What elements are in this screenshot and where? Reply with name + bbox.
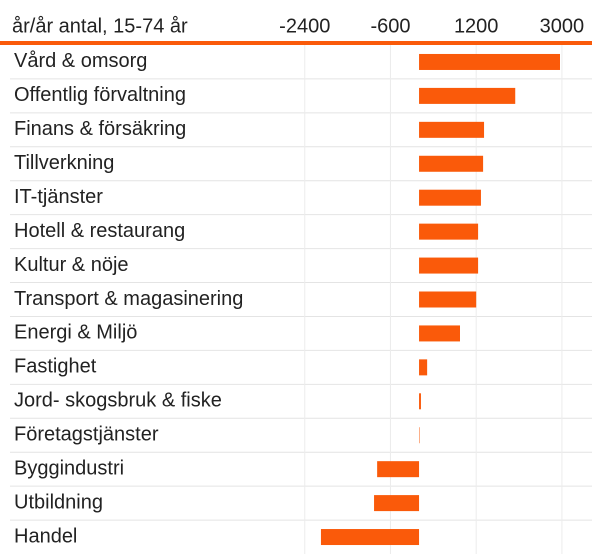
category-label: Energi & Miljö: [14, 322, 137, 344]
category-label: Utbildning: [14, 491, 103, 513]
bar: [419, 393, 421, 410]
bar: [374, 495, 420, 512]
category-label: Fastighet: [14, 356, 97, 378]
header-rule: [0, 41, 592, 45]
bar: [419, 155, 484, 172]
bar: [419, 291, 477, 308]
category-label: Offentlig förvaltning: [14, 84, 186, 106]
bar: [377, 461, 420, 478]
category-label: Handel: [14, 525, 77, 547]
bar: [419, 87, 516, 104]
category-label: Finans & försäkring: [14, 118, 186, 140]
bar: [419, 257, 479, 274]
category-label: Företagstjänster: [14, 424, 159, 446]
x-tick-label: 1200: [454, 15, 499, 37]
category-label: Jord- skogsbruk & fiske: [14, 390, 222, 412]
bar: [419, 189, 481, 206]
category-label: IT-tjänster: [14, 186, 103, 208]
category-label: Transport & magasinering: [14, 288, 243, 310]
x-tick-label: 3000: [540, 15, 585, 37]
chart-subtitle: år/år antal, 15-74 år: [12, 15, 188, 37]
category-label: Hotell & restaurang: [14, 220, 185, 242]
x-tick-label: -2400: [279, 15, 330, 37]
category-label: Byggindustri: [14, 457, 124, 479]
bar: [419, 359, 428, 376]
x-tick-label: -600: [370, 15, 410, 37]
bar: [320, 529, 420, 546]
bar: [419, 223, 479, 240]
bar: [419, 121, 485, 138]
bar: [419, 53, 560, 70]
category-label: Tillverkning: [14, 152, 114, 174]
bar: [419, 325, 460, 342]
category-label: Kultur & nöje: [14, 254, 129, 276]
category-label: Vård & omsorg: [14, 50, 147, 72]
